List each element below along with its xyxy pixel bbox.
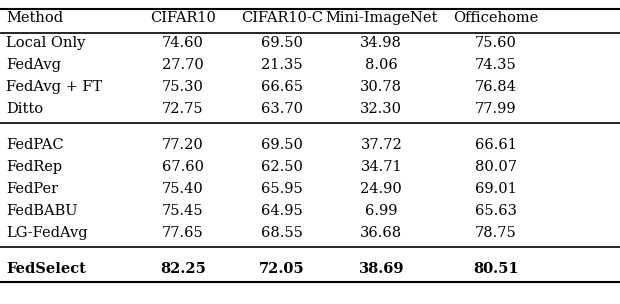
- Text: FedSelect: FedSelect: [6, 262, 86, 276]
- Text: 62.50: 62.50: [261, 160, 303, 174]
- Text: FedRep: FedRep: [6, 160, 63, 174]
- Text: 74.60: 74.60: [162, 36, 204, 50]
- Text: FedPer: FedPer: [6, 182, 58, 196]
- Text: 68.55: 68.55: [261, 226, 303, 240]
- Text: 65.63: 65.63: [475, 204, 517, 218]
- Text: Method: Method: [6, 11, 63, 25]
- Text: Officehome: Officehome: [453, 11, 539, 25]
- Text: 21.35: 21.35: [261, 58, 303, 72]
- Text: 66.65: 66.65: [261, 80, 303, 94]
- Text: 72.75: 72.75: [162, 102, 204, 116]
- Text: 66.61: 66.61: [475, 138, 517, 152]
- Text: 72.05: 72.05: [259, 262, 305, 276]
- Text: 24.90: 24.90: [360, 182, 402, 196]
- Text: 64.95: 64.95: [261, 204, 303, 218]
- Text: 34.71: 34.71: [360, 160, 402, 174]
- Text: 27.70: 27.70: [162, 58, 204, 72]
- Text: Ditto: Ditto: [6, 102, 43, 116]
- Text: 38.69: 38.69: [358, 262, 404, 276]
- Text: LG-FedAvg: LG-FedAvg: [6, 226, 88, 240]
- Text: 77.65: 77.65: [162, 226, 204, 240]
- Text: 34.98: 34.98: [360, 36, 402, 50]
- Text: 67.60: 67.60: [162, 160, 204, 174]
- Text: 76.84: 76.84: [475, 80, 517, 94]
- Text: 37.72: 37.72: [360, 138, 402, 152]
- Text: FedAvg + FT: FedAvg + FT: [6, 80, 102, 94]
- Text: 69.50: 69.50: [261, 138, 303, 152]
- Text: FedAvg: FedAvg: [6, 58, 61, 72]
- Text: 69.01: 69.01: [475, 182, 517, 196]
- Text: 75.45: 75.45: [162, 204, 204, 218]
- Text: CIFAR10-C: CIFAR10-C: [241, 11, 323, 25]
- Text: 80.07: 80.07: [475, 160, 517, 174]
- Text: 63.70: 63.70: [261, 102, 303, 116]
- Text: FedPAC: FedPAC: [6, 138, 64, 152]
- Text: FedBABU: FedBABU: [6, 204, 78, 218]
- Text: 69.50: 69.50: [261, 36, 303, 50]
- Text: 32.30: 32.30: [360, 102, 402, 116]
- Text: CIFAR10: CIFAR10: [150, 11, 216, 25]
- Text: 65.95: 65.95: [261, 182, 303, 196]
- Text: 6.99: 6.99: [365, 204, 397, 218]
- Text: 75.30: 75.30: [162, 80, 204, 94]
- Text: 75.40: 75.40: [162, 182, 204, 196]
- Text: 8.06: 8.06: [365, 58, 397, 72]
- Text: Mini-ImageNet: Mini-ImageNet: [325, 11, 438, 25]
- Text: 78.75: 78.75: [475, 226, 517, 240]
- Text: Local Only: Local Only: [6, 36, 86, 50]
- Text: 80.51: 80.51: [473, 262, 519, 276]
- Text: 82.25: 82.25: [160, 262, 206, 276]
- Text: 77.20: 77.20: [162, 138, 204, 152]
- Text: 74.35: 74.35: [475, 58, 517, 72]
- Text: 36.68: 36.68: [360, 226, 402, 240]
- Text: 75.60: 75.60: [475, 36, 517, 50]
- Text: 77.99: 77.99: [475, 102, 517, 116]
- Text: 30.78: 30.78: [360, 80, 402, 94]
